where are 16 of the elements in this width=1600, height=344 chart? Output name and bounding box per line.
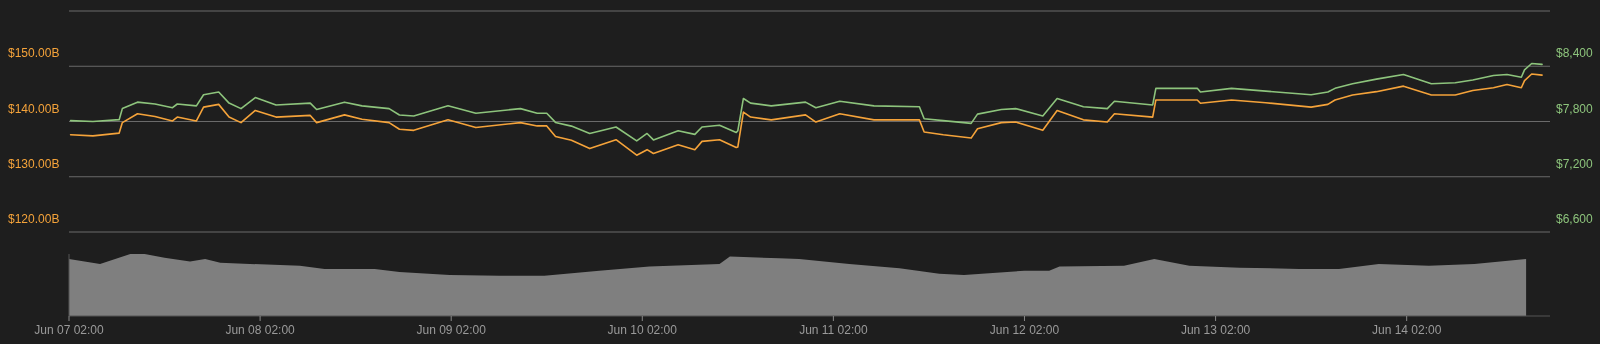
x-tick-label: Jun 08 02:00 — [225, 323, 296, 337]
x-tick-label: Jun 14 02:00 — [1371, 323, 1442, 337]
y2-tick-label: $7,800 — [1556, 101, 1594, 116]
x-tick-label: Jun 10 02:00 — [607, 323, 678, 337]
y-tick-label: $150.00B — [8, 46, 60, 61]
y-tick-label: $140.00B — [8, 101, 60, 116]
y2-tick-label: $6,600 — [1556, 212, 1594, 226]
y2-tick-label: $7,200 — [1556, 156, 1594, 171]
y2-tick-label: $8,400 — [1556, 46, 1594, 61]
x-tick-label: Jun 12 02:00 — [989, 323, 1060, 337]
y-tick-label: $120.00B — [8, 212, 60, 226]
y-tick-label: $130.00B — [8, 156, 60, 171]
x-tick-label: Jun 11 02:00 — [799, 323, 868, 337]
x-tick-label: Jun 07 02:00 — [34, 323, 105, 337]
x-tick-label: Jun 13 02:00 — [1180, 323, 1251, 337]
x-tick-label: Jun 09 02:00 — [416, 323, 487, 337]
